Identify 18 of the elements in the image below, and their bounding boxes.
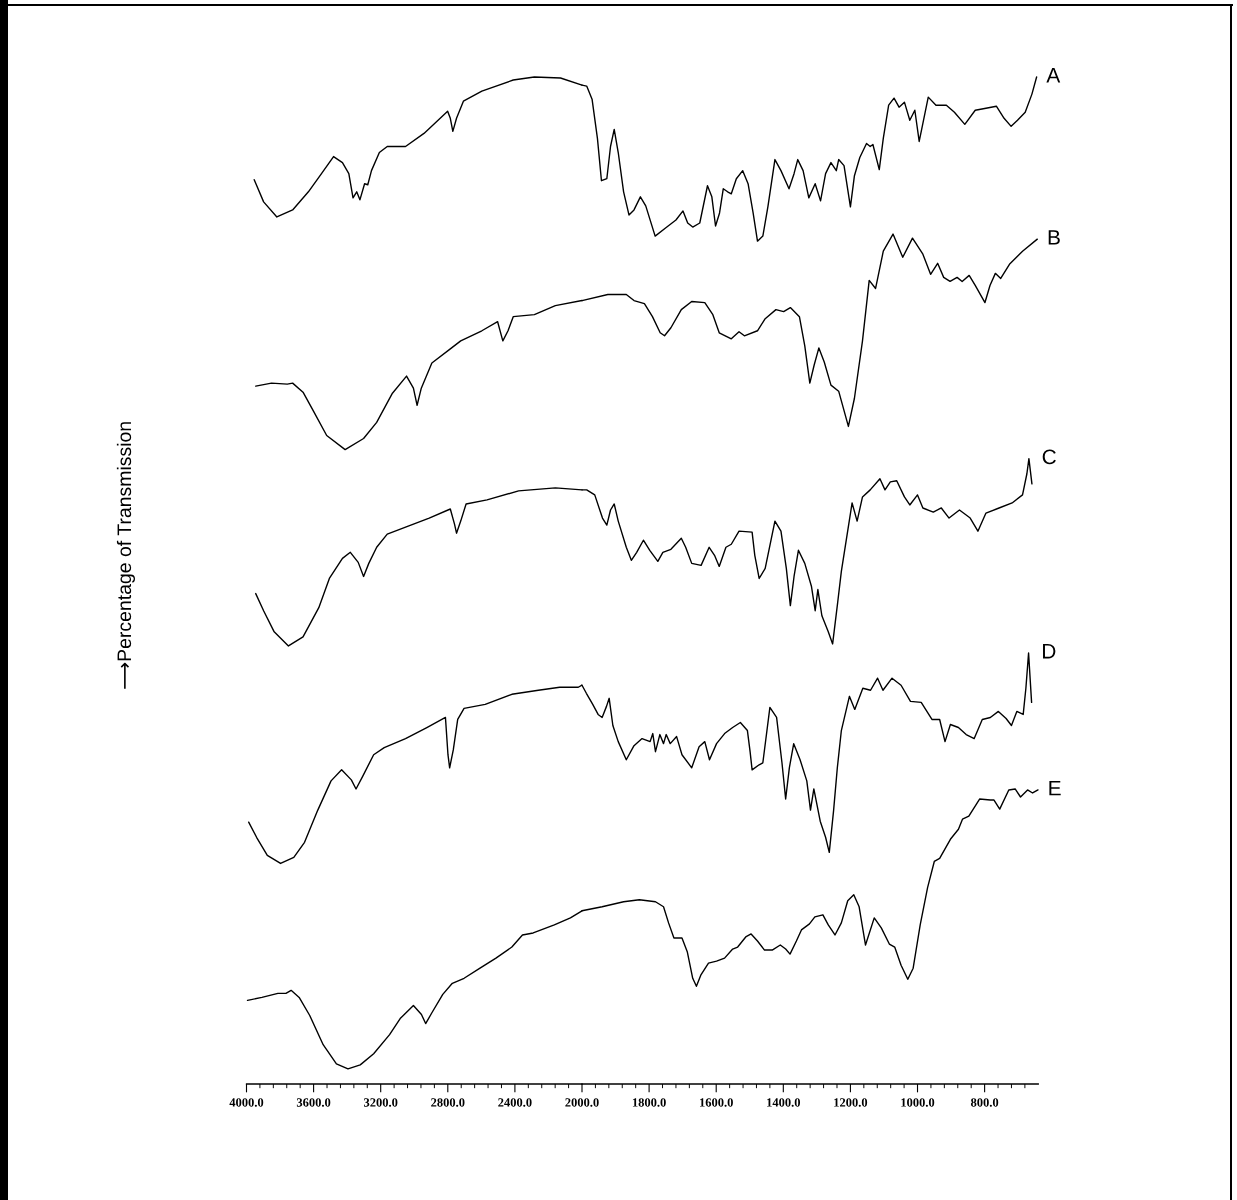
x-tick-label: 1400.0 — [767, 1098, 801, 1107]
x-tick-label: 4000.0 — [229, 1098, 264, 1107]
x-tick-label: 2800.0 — [431, 1098, 465, 1107]
series-label: A — [1046, 68, 1061, 83]
x-tick-label: 1800.0 — [632, 1098, 666, 1107]
x-tick-label: 1000.0 — [901, 1098, 935, 1107]
x-tick-label: 800.0 — [970, 1098, 999, 1107]
x-tick-label: 2000.0 — [565, 1098, 599, 1107]
series-label: E — [1049, 781, 1061, 796]
series-label: D — [1043, 644, 1056, 659]
x-tick-label: 3200.0 — [363, 1098, 398, 1107]
series-label: B — [1048, 230, 1060, 245]
y-axis-title: ⟶Percentage of Transmission — [116, 422, 135, 689]
x-tick-label: 3600.0 — [296, 1098, 331, 1107]
x-tick-label: 1600.0 — [700, 1098, 733, 1107]
series-label: C — [1042, 449, 1056, 465]
x-tick-label: 1200.0 — [834, 1098, 868, 1107]
x-tick-label: 2400.0 — [498, 1098, 532, 1107]
